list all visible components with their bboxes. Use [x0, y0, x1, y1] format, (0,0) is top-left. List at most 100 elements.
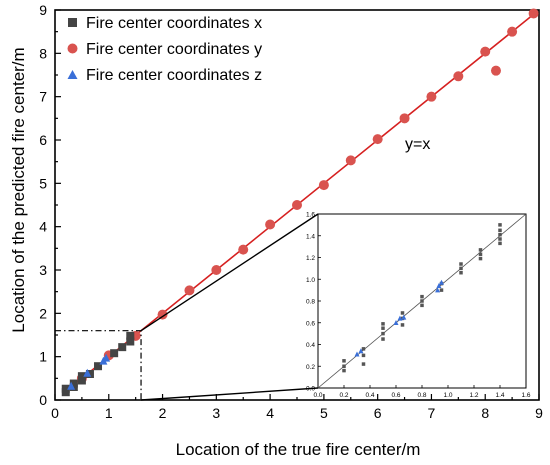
inset-data-point-square — [400, 311, 405, 315]
y-tick-label: 3 — [39, 262, 47, 278]
y-tick-label: 9 — [39, 2, 47, 18]
data-point-square — [77, 372, 86, 381]
legend: Fire center coordinates x Fire center co… — [67, 15, 262, 84]
data-point-circle — [372, 134, 383, 145]
inset-y-tick-label: 0.2 — [306, 364, 315, 371]
inset-data-point-square — [381, 326, 385, 330]
inset-data-point-square — [361, 362, 366, 366]
data-point-circle — [399, 113, 410, 124]
data-point-circle — [528, 8, 539, 19]
inset-x-tick-label: 1.6 — [521, 392, 530, 399]
inset-data-point-square — [420, 299, 424, 303]
inset-y-tick-label: 1.2 — [306, 255, 315, 262]
data-point-square — [110, 349, 119, 358]
inset-y-tick-label: 1.6 — [306, 212, 315, 219]
inset-y-tick-label: 0.0 — [306, 386, 315, 393]
legend-marker-square — [68, 18, 77, 27]
inset-data-point-square — [478, 248, 483, 252]
x-tick-label: 7 — [428, 405, 436, 421]
inset-data-point-square — [459, 262, 463, 266]
inset-x-tick-label: 0.6 — [391, 392, 400, 399]
x-tick-label: 9 — [535, 405, 543, 421]
zoom-guides — [55, 213, 319, 401]
inset-data-point-square — [439, 288, 444, 292]
y-tick-label: 0 — [39, 392, 47, 408]
data-point-triangle — [102, 353, 111, 362]
x-tick-label: 6 — [374, 405, 382, 421]
data-point-circle — [453, 71, 464, 82]
x-axis-title: Location of the true fire center/m — [176, 440, 421, 459]
zoom-connector-top — [140, 213, 319, 332]
inset-x-tick-label: 0.4 — [365, 392, 374, 399]
reference-line-label: y=x — [405, 136, 430, 153]
data-point-circle — [318, 180, 329, 191]
inset-x-tick-label: 0.2 — [339, 392, 348, 399]
data-point-circle — [426, 91, 437, 102]
inset-data-point-square — [342, 368, 346, 373]
inset-y-tick-label: 1.0 — [306, 277, 315, 284]
data-point-square — [85, 370, 94, 378]
data-point-square — [126, 331, 135, 340]
legend-item-z: Fire center coordinates z — [67, 67, 262, 84]
inset-plot: 0.0 0.2 0.4 0.6 0.8 1.0 1.2 1.4 1.6 0.0 0.2 0.4 0.6 0… — [306, 212, 531, 400]
data-point-circle — [507, 26, 518, 37]
inset-data-point-square — [498, 223, 502, 227]
zoom-connector-bottom — [140, 387, 319, 401]
legend-label-x: Fire center coordinates x — [86, 15, 262, 32]
x-tick-label: 5 — [320, 405, 328, 421]
inset-data-point-triangle — [354, 351, 360, 357]
y-tick-label: 4 — [39, 219, 47, 235]
y-tick-label: 2 — [39, 305, 47, 321]
y-tick-label: 8 — [39, 45, 47, 61]
inset-data-point-square — [498, 228, 502, 233]
inset-x-tick-label: 1.0 — [443, 392, 452, 399]
main-axes: 0 1 2 3 4 5 6 7 8 9 0 1 2 3 4 5 6 7 8 9 — [39, 2, 543, 421]
x-tick-label: 8 — [481, 405, 489, 421]
x-tick-label: 0 — [51, 405, 59, 421]
inset-data-point-square — [498, 232, 502, 237]
data-point-square — [69, 379, 78, 388]
inset-data-point-square — [498, 237, 502, 241]
data-point-circle — [292, 200, 302, 210]
inset-x-tick-label: 1.4 — [495, 392, 504, 399]
legend-marker-circle — [67, 43, 78, 54]
inset-data-point-triangle — [436, 283, 442, 289]
y-axis-title: Location of the predicted fire center/m — [9, 47, 28, 332]
inset-data-point-triangle — [393, 320, 399, 325]
inset-data-point-triangle — [358, 348, 364, 354]
inset-x-tick-label: 1.2 — [469, 392, 478, 399]
data-point-square — [77, 376, 86, 385]
data-point-circle — [345, 155, 356, 166]
data-point-circle — [238, 244, 249, 255]
inset-y-tick-label: 0.6 — [306, 320, 315, 327]
x-tick-label: 2 — [159, 405, 167, 421]
y-tick-label: 1 — [39, 349, 47, 365]
inset-data-point-square — [381, 331, 385, 336]
inset-data-point-square — [342, 364, 346, 368]
y-tick-label: 5 — [39, 175, 47, 191]
data-point-triangle — [67, 381, 76, 390]
inset-y-tick-label: 0.4 — [306, 342, 315, 349]
inset-y-tick-label: 0.8 — [306, 299, 315, 306]
inset-data-point-square — [478, 256, 483, 261]
x-tick-label: 3 — [212, 405, 220, 421]
inset-data-point-square — [420, 294, 424, 299]
inset-data-point-square — [478, 252, 483, 256]
legend-label-z: Fire center coordinates z — [86, 67, 262, 84]
data-point-circle — [265, 219, 276, 230]
zoom-region-outline — [55, 330, 142, 400]
inset-data-point-square — [420, 303, 424, 308]
data-point-square — [118, 343, 127, 352]
inset-data-point-triangle — [439, 279, 444, 285]
inset-x-tick-label: 0.0 — [313, 392, 322, 399]
legend-label-y: Fire center coordinates y — [86, 41, 262, 58]
x-tick-label: 1 — [105, 405, 113, 421]
inset-data-point-square — [381, 337, 385, 341]
inset-data-point-square — [381, 322, 385, 326]
legend-marker-triangle — [67, 70, 78, 79]
data-point-square — [61, 384, 70, 393]
inset-data-point-triangle — [397, 315, 403, 321]
inset-data-point-square — [400, 323, 405, 327]
data-point-circle — [211, 265, 222, 275]
